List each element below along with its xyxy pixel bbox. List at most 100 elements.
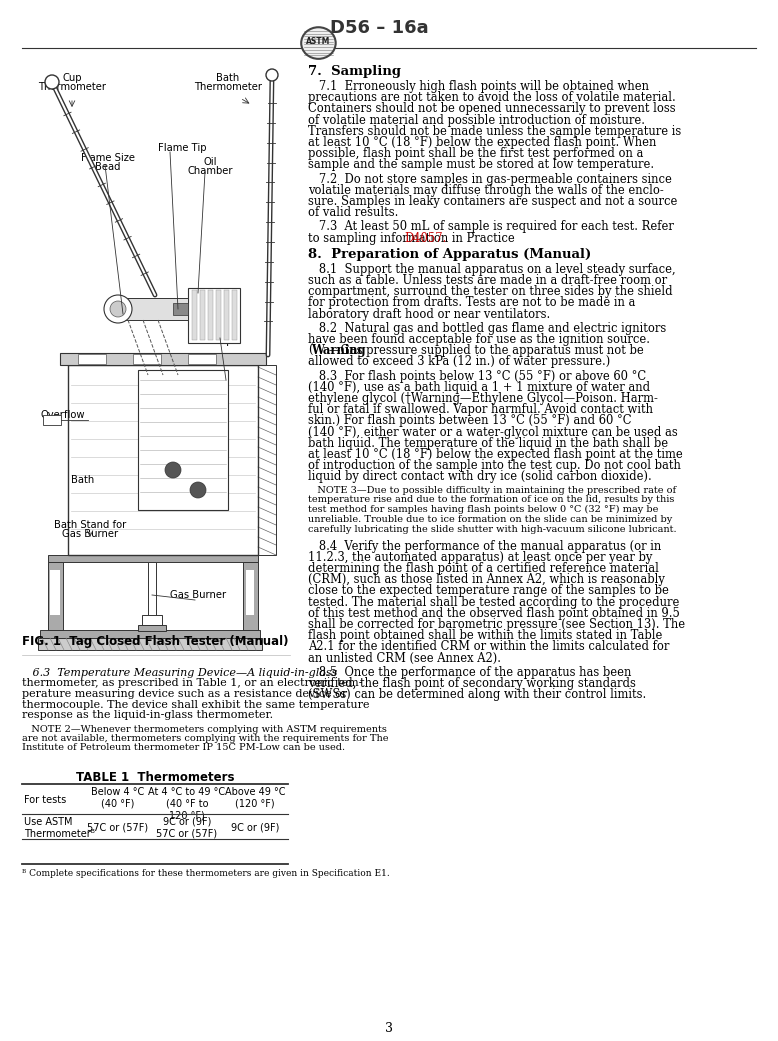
Text: At 4 °C to 49 °C
(40 °F to
120 °F): At 4 °C to 49 °C (40 °F to 120 °F)	[149, 787, 226, 820]
Bar	[148, 562, 156, 617]
Text: (SWSs) can be determined along with their control limits.: (SWSs) can be determined along with thei…	[308, 688, 647, 702]
Text: sure. Samples in leaky containers are suspect and not a source: sure. Samples in leaky containers are su…	[308, 195, 678, 208]
Text: response as the liquid-in-glass thermometer.: response as the liquid-in-glass thermome…	[22, 710, 273, 720]
Text: Thermometer: Thermometer	[194, 82, 262, 92]
Text: Flame Size: Flame Size	[81, 153, 135, 163]
Bar	[50, 570, 60, 615]
Text: 8.  Preparation of Apparatus (Manual): 8. Preparation of Apparatus (Manual)	[308, 248, 591, 261]
Circle shape	[45, 75, 59, 88]
Text: flash point obtained shall be within the limits stated in Table: flash point obtained shall be within the…	[308, 629, 662, 642]
Text: liquid by direct contact with dry ice (solid carbon dioxide).: liquid by direct contact with dry ice (s…	[308, 471, 652, 483]
Bar	[68, 365, 258, 555]
Bar	[192, 290, 197, 340]
Text: shall be corrected for barometric pressure (see Section 13). The: shall be corrected for barometric pressu…	[308, 618, 685, 631]
Text: unreliable. Trouble due to ice formation on the slide can be minimized by: unreliable. Trouble due to ice formation…	[308, 515, 672, 524]
Text: compartment, surround the tester on three sides by the shield: compartment, surround the tester on thre…	[308, 285, 673, 298]
Text: Transfers should not be made unless the sample temperature is: Transfers should not be made unless the …	[308, 125, 682, 137]
Text: thermocouple. The device shall exhibit the same temperature: thermocouple. The device shall exhibit t…	[22, 700, 370, 710]
Bar	[216, 290, 221, 340]
Bar	[138, 625, 166, 631]
Text: 7.  Sampling: 7. Sampling	[308, 65, 401, 78]
Circle shape	[266, 69, 278, 81]
Bar	[118, 298, 188, 320]
Bar	[78, 354, 106, 364]
Circle shape	[190, 482, 206, 498]
Bar	[48, 562, 63, 630]
Text: Flame Tip: Flame Tip	[158, 143, 206, 153]
Text: NOTE 2—Whenever thermometers complying with ASTM requirements: NOTE 2—Whenever thermometers complying w…	[22, 725, 387, 734]
Text: perature measuring device such as a resistance device or: perature measuring device such as a resi…	[22, 689, 347, 699]
Bar	[60, 353, 266, 365]
Bar	[43, 415, 61, 425]
Text: D4057.: D4057.	[405, 231, 447, 245]
Text: (140 °F), either water or a water-glycol mixture can be used as: (140 °F), either water or a water-glycol…	[308, 426, 678, 438]
Text: 7.3  At least 50 mL of sample is required for each test. Refer: 7.3 At least 50 mL of sample is required…	[308, 221, 674, 233]
Text: ᴮ Complete specifications for these thermometers are given in Specification E1.: ᴮ Complete specifications for these ther…	[22, 869, 390, 878]
Text: allowed to exceed 3 kPa (12 in.) of water pressure.): allowed to exceed 3 kPa (12 in.) of wate…	[308, 355, 610, 369]
Text: for protection from drafts. Tests are not to be made in a: for protection from drafts. Tests are no…	[308, 297, 636, 309]
Text: Containers should not be opened unnecessarily to prevent loss: Containers should not be opened unnecess…	[308, 102, 675, 116]
Text: (CRM), such as those listed in Annex A2, which is reasonably: (CRM), such as those listed in Annex A2,…	[308, 574, 665, 586]
Text: determining the flash point of a certified reference material: determining the flash point of a certifi…	[308, 562, 659, 575]
Bar	[258, 365, 276, 555]
Text: skin.) For flash points between 13 °C (55 °F) and 60 °C: skin.) For flash points between 13 °C (5…	[308, 414, 632, 428]
Text: Use ASTM
Thermometerᴮ: Use ASTM Thermometerᴮ	[24, 817, 95, 839]
Text: of introduction of the sample into the test cup. Do not cool bath: of introduction of the sample into the t…	[308, 459, 681, 473]
Text: Institute of Petroleum thermometer IP 15C PM-Low can be used.: Institute of Petroleum thermometer IP 15…	[22, 743, 345, 753]
Text: such as a table. Unless tests are made in a draft-free room or: such as a table. Unless tests are made i…	[308, 274, 667, 287]
Text: 8.3  For flash points below 13 °C (55 °F) or above 60 °C: 8.3 For flash points below 13 °C (55 °F)…	[308, 370, 646, 383]
Circle shape	[165, 462, 181, 478]
Text: 8.4  Verify the performance of the manual apparatus (or in: 8.4 Verify the performance of the manual…	[308, 539, 661, 553]
Ellipse shape	[301, 27, 335, 59]
Text: tested. The material shall be tested according to the procedure: tested. The material shall be tested acc…	[308, 595, 679, 609]
Bar	[200, 290, 205, 340]
Text: FIG. 1  Tag Closed Flash Tester (Manual): FIG. 1 Tag Closed Flash Tester (Manual)	[22, 635, 289, 648]
Bar	[232, 290, 237, 340]
Bar	[48, 555, 258, 562]
Text: Chamber: Chamber	[187, 166, 233, 176]
Bar	[246, 570, 254, 615]
Text: sample and the sample must be stored at low temperature.: sample and the sample must be stored at …	[308, 158, 654, 172]
Text: (: (	[308, 345, 313, 357]
Text: of this test method and the observed flash point obtained in 9.5: of this test method and the observed fla…	[308, 607, 680, 619]
Text: 8.2  Natural gas and bottled gas flame and electric ignitors: 8.2 Natural gas and bottled gas flame an…	[308, 322, 666, 335]
Text: D56 – 16a: D56 – 16a	[330, 19, 429, 37]
Text: ASTM: ASTM	[307, 37, 331, 46]
Text: Warning: Warning	[310, 345, 366, 357]
Text: volatile materials may diffuse through the walls of the enclo-: volatile materials may diffuse through t…	[308, 184, 664, 197]
Text: 9C or (9F): 9C or (9F)	[231, 822, 279, 832]
Text: Cup: Cup	[213, 336, 233, 346]
Text: Bath: Bath	[216, 73, 240, 83]
Text: 3: 3	[385, 1022, 393, 1035]
Bar	[38, 638, 262, 650]
Text: Overflow: Overflow	[40, 410, 86, 420]
Text: Cup: Cup	[62, 73, 82, 83]
Text: Thermometer: Thermometer	[38, 82, 106, 92]
Bar	[188, 354, 216, 364]
Bar	[224, 290, 229, 340]
Bar	[188, 288, 240, 342]
Text: of volatile material and possible introduction of moisture.: of volatile material and possible introd…	[308, 113, 645, 127]
Text: thermometer, as prescribed in Table 1, or an electronic tem-: thermometer, as prescribed in Table 1, o…	[22, 679, 363, 688]
Text: temperature rise and due to the formation of ice on the lid, results by this: temperature rise and due to the formatio…	[308, 496, 675, 505]
Text: 7.2  Do not store samples in gas-permeable containers since: 7.2 Do not store samples in gas-permeabl…	[308, 173, 672, 185]
Text: Oil: Oil	[203, 157, 217, 167]
Text: close to the expected temperature range of the samples to be: close to the expected temperature range …	[308, 584, 669, 598]
Text: at least 10 °C (18 °F) below the expected flash point. When: at least 10 °C (18 °F) below the expecte…	[308, 136, 657, 149]
Bar	[138, 370, 228, 510]
Text: Bath: Bath	[72, 475, 95, 485]
Text: of valid results.: of valid results.	[308, 206, 398, 220]
Text: ethylene glycol (†Warning—Ethylene Glycol—Poison. Harm-: ethylene glycol (†Warning—Ethylene Glyco…	[308, 392, 658, 405]
Text: test method for samples having flash points below 0 °C (32 °F) may be: test method for samples having flash poi…	[308, 505, 658, 514]
Text: at least 10 °C (18 °F) below the expected flash point at the time: at least 10 °C (18 °F) below the expecte…	[308, 448, 683, 461]
Text: precautions are not taken to avoid the loss of volatile material.: precautions are not taken to avoid the l…	[308, 92, 676, 104]
Text: carefully lubricating the slide shutter with high-vacuum silicone lubricant.: carefully lubricating the slide shutter …	[308, 525, 677, 534]
Text: 57C or (57F): 57C or (57F)	[87, 822, 149, 832]
Text: to sampling information in Practice: to sampling information in Practice	[308, 231, 518, 245]
Circle shape	[104, 295, 132, 323]
Text: A2.1 for the identified CRM or within the limits calculated for: A2.1 for the identified CRM or within th…	[308, 640, 669, 654]
Text: have been found acceptable for use as the ignition source.: have been found acceptable for use as th…	[308, 333, 650, 346]
Text: Test: Test	[213, 327, 233, 337]
Text: 8.5  Once the performance of the apparatus has been: 8.5 Once the performance of the apparatu…	[308, 666, 632, 679]
Text: bath liquid. The temperature of the liquid in the bath shall be: bath liquid. The temperature of the liqu…	[308, 437, 668, 450]
